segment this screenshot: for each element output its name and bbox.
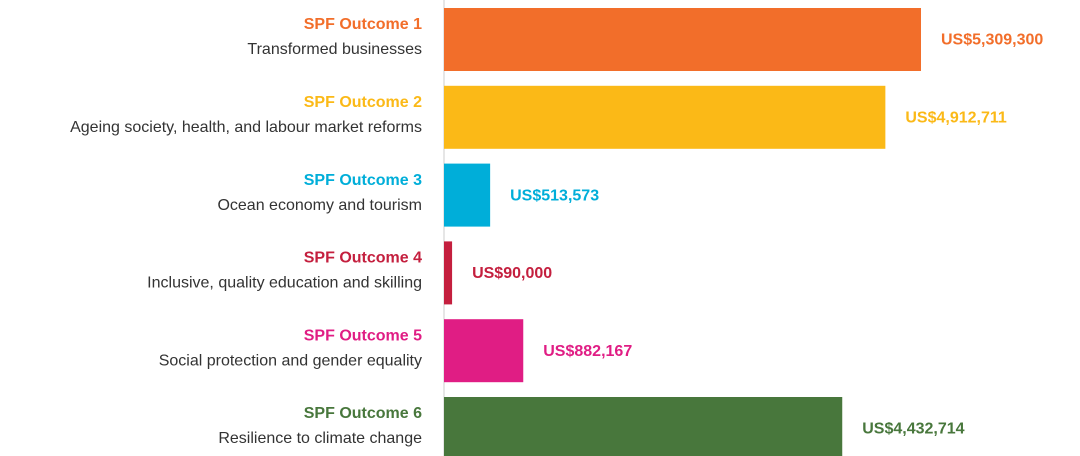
bar [444,85,886,149]
value-label: US$4,432,714 [862,421,964,438]
category-description: Ageing society, health, and labour marke… [70,119,422,136]
bar [444,8,921,71]
bar [444,163,491,227]
bar [444,319,524,383]
value-label: US$513,573 [510,187,599,204]
category-label: SPF Outcome 6 [304,405,422,422]
category-description: Social protection and gender equality [159,352,422,369]
category-description: Inclusive, quality education and skillin… [147,275,422,292]
value-label: US$5,309,300 [941,32,1043,49]
category-description: Transformed businesses [247,41,422,58]
category-label: SPF Outcome 2 [304,94,422,111]
category-label: SPF Outcome 5 [304,327,422,344]
category-label: SPF Outcome 4 [304,250,422,267]
category-description: Ocean economy and tourism [217,197,422,214]
category-label: SPF Outcome 3 [304,172,422,189]
category-description: Resilience to climate change [218,430,422,447]
bar [444,397,843,456]
value-label: US$4,912,711 [905,110,1007,127]
category-label: SPF Outcome 1 [304,16,422,33]
bar [444,241,453,305]
value-label: US$90,000 [472,265,552,282]
value-label: US$882,167 [543,343,632,360]
